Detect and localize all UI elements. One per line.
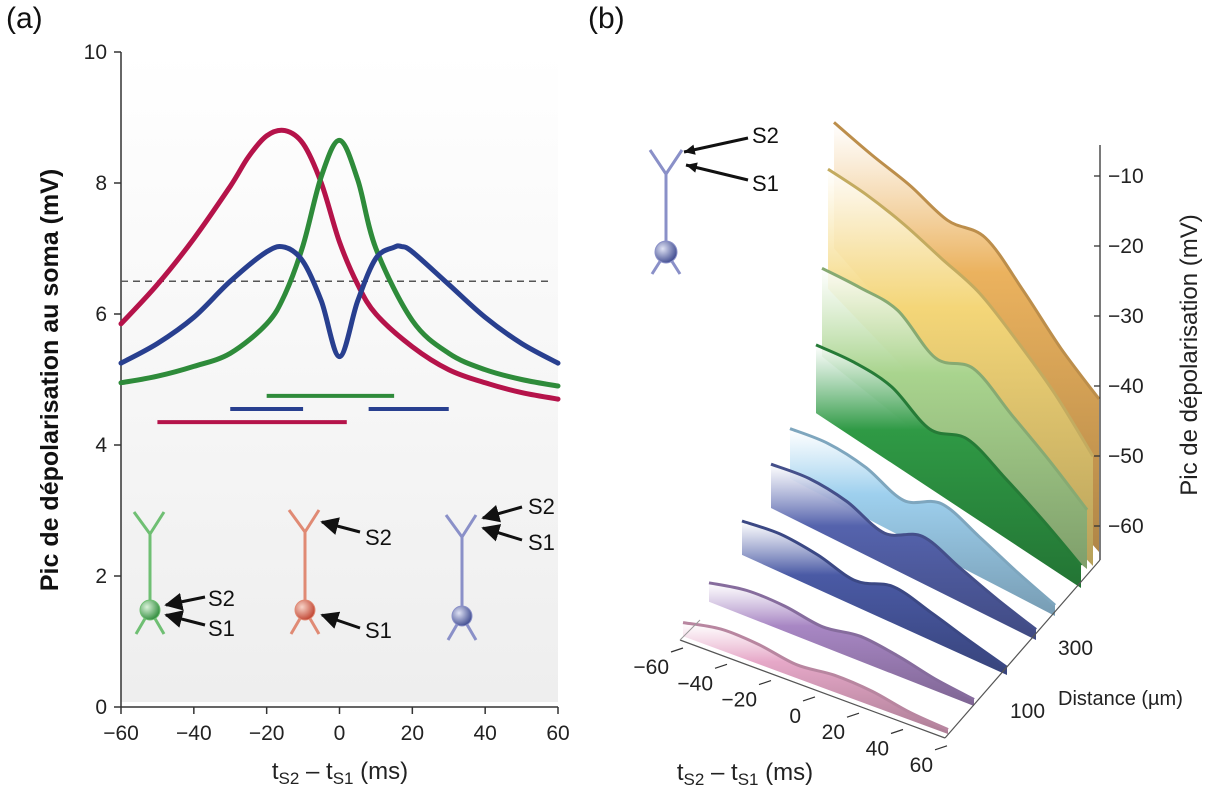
chart-a-ytick-label: 6 <box>95 303 107 326</box>
chart-b-xtick <box>714 663 728 669</box>
stimulus-label: S1 <box>208 616 235 641</box>
stimulus-label: S2 <box>208 586 235 611</box>
chart-b-xtick-label: −40 <box>677 672 713 695</box>
chart-a-ytick-label: 2 <box>95 565 107 588</box>
neuron-blue-icon <box>444 514 478 641</box>
chart-b-xtick-label: 60 <box>910 754 933 777</box>
chart-a-ytick-label: 4 <box>95 434 107 457</box>
slice-8-line <box>833 121 1101 400</box>
arrow-icon <box>481 504 523 523</box>
chart-a-xtick-label: −20 <box>249 722 285 745</box>
chart-b-xtick <box>934 745 948 751</box>
neuron-green-icon <box>132 511 166 635</box>
chart-b-ylabel: Pic de dépolarisation (mV) <box>1176 214 1203 495</box>
slice-7-line <box>827 167 1095 458</box>
chart-b-xtick-label: −20 <box>721 689 757 712</box>
slice-2-area <box>742 521 1007 675</box>
chart-a-xtick-label: −40 <box>176 722 212 745</box>
chart-b-xtick <box>890 728 904 735</box>
chart-b-xtick <box>670 647 684 653</box>
arrow-icon <box>320 517 361 535</box>
panel-a-label: (a) <box>6 2 43 35</box>
chart-b-xtick <box>758 680 772 686</box>
chart-b-ytick-label: −20 <box>1108 235 1144 258</box>
chart-a-ytick-label: 10 <box>84 41 107 64</box>
stimulus-label: S2 <box>528 494 555 519</box>
stimulus-label: S2 <box>752 123 779 148</box>
slice-1-area <box>709 582 974 706</box>
arrow-icon <box>164 610 206 628</box>
chart-a-ytick-label: 8 <box>95 172 107 195</box>
slice-5-line <box>815 343 1083 567</box>
series-green-line <box>118 137 561 389</box>
slice-4-area <box>790 428 1055 616</box>
series-blue-line <box>118 243 561 366</box>
chart-a-xtick-label: 20 <box>401 722 424 745</box>
chart-b-xtick-label: 20 <box>822 721 845 744</box>
panel-b-label: (b) <box>588 2 625 35</box>
neuron-b-icon <box>648 149 684 275</box>
chart-b-ytick-label: −50 <box>1108 445 1144 468</box>
chart-b-x-axis <box>679 639 946 739</box>
arrow-icon <box>481 524 523 542</box>
arrow-icon <box>164 592 206 611</box>
chart-b-ztick-label: 300 <box>1058 637 1093 660</box>
slice-0-area <box>683 622 948 734</box>
stimulus-label: S2 <box>365 525 392 550</box>
slice-6-line <box>821 266 1089 511</box>
chart-b-z-axis <box>944 559 1101 739</box>
chart-b-xtick <box>802 696 816 702</box>
chart-b-xtick-label: 40 <box>866 738 889 761</box>
chart-b-ytick-label: −60 <box>1108 515 1144 538</box>
chart-a-xtick-label: 0 <box>334 722 346 745</box>
neuron-red-icon <box>287 509 321 635</box>
chart-a-ytick-label: 0 <box>95 696 107 719</box>
chart-a-xtick-label: 40 <box>473 722 496 745</box>
plot-a-background <box>121 52 558 702</box>
chart-b-ztick-label: 100 <box>1010 700 1045 723</box>
slice-3-line <box>770 462 1037 631</box>
slice-0-line <box>682 621 949 731</box>
stimulus-label: S1 <box>365 618 392 643</box>
chart-b-zlabel: Distance (µm) <box>1058 688 1183 710</box>
chart-b-ytick-label: −40 <box>1108 375 1144 398</box>
slice-3-area <box>771 464 1036 640</box>
chart-a-xlabel: tS2 – tS1 (ms) <box>272 758 408 788</box>
chart-b-xtick-label: −60 <box>633 656 669 679</box>
chart-b-xtick-label: 0 <box>789 705 801 728</box>
stimulus-label: S1 <box>752 171 779 196</box>
arrow-icon <box>683 136 749 154</box>
chart-b-ytick-label: −10 <box>1108 165 1144 188</box>
chart-b-xtick <box>846 712 860 718</box>
slice-2-line <box>741 519 1008 669</box>
slice-4-line <box>789 427 1056 607</box>
chart-b-ytick-label: −30 <box>1108 305 1144 328</box>
chart-b-base-edge <box>679 619 701 641</box>
stimulus-label: S1 <box>528 530 555 555</box>
chart-a-xtick-label: −60 <box>103 722 139 745</box>
chart-b-xlabel: tS2 – tS1 (ms) <box>677 759 813 789</box>
chart-a-ylabel: Pic de dépolarisation au soma (mV) <box>36 169 64 591</box>
chart-a-xtick-label: 60 <box>546 722 569 745</box>
arrow-icon <box>320 611 361 630</box>
slice-1-line <box>708 581 975 701</box>
slice-5-area <box>816 344 1081 588</box>
